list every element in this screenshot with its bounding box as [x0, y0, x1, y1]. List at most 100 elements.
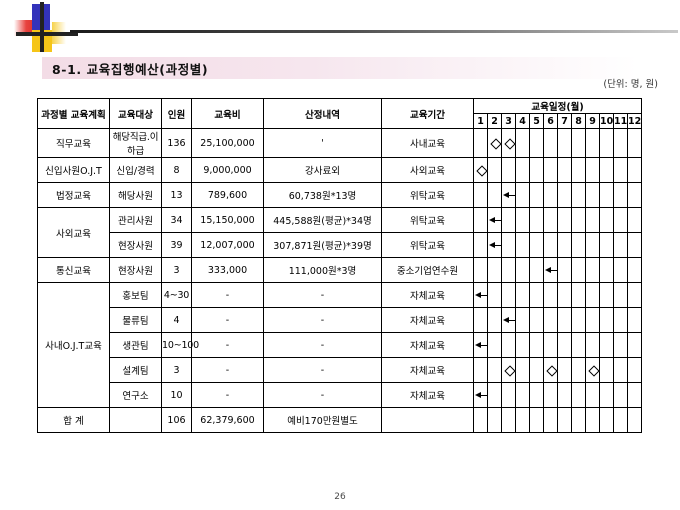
cell-schedule-month-12: [626, 332, 643, 358]
month-header-4: 4: [515, 113, 530, 129]
cell-breakdown: -: [263, 307, 382, 333]
month-header-7: 7: [557, 113, 572, 129]
cell-schedule-month-5: [529, 307, 544, 333]
cell-target: 현장사원: [109, 232, 162, 258]
education-budget-table: 과정별 교육계획 교육대상 인원 교육비 산정내역 교육기간 교육일정(월) 1…: [37, 98, 643, 433]
cell-schedule-month-7: [557, 182, 572, 208]
cell-schedule-month-6: [543, 128, 558, 158]
table-row: 생관팀 10~100- - 자체교육: [38, 332, 643, 358]
cell-schedule-month-1: [473, 157, 488, 183]
cell-total-month-4: [515, 407, 530, 433]
table-body: 직무교육 해당직급.이하급 136 25,100,000 ' 사내교육 신입사원O.J.T 신…: [37, 128, 643, 433]
cell-course: 통신교육: [37, 257, 110, 283]
table-row: 물류팀 4- - 자체교육: [38, 307, 643, 333]
cell-period: 사외교육: [381, 157, 474, 183]
cell-target: 신입/경력: [109, 157, 162, 183]
cell-schedule-month-1: [473, 332, 629, 358]
cell-cost: 9,000,000: [191, 157, 264, 183]
cell-course: 법정교육: [37, 182, 110, 208]
cell-total-month-7: [557, 407, 572, 433]
cell-schedule-month-2: [487, 307, 502, 333]
cell-schedule-month-7: [557, 257, 572, 283]
cell-schedule-month-2: [487, 332, 502, 358]
cell-schedule-month-9: [585, 382, 600, 408]
cell-schedule-month-1: [473, 257, 488, 283]
cell-cost: 12,007,000: [191, 232, 264, 258]
cell-cost: 25,100,000: [191, 128, 264, 158]
table-total-row: 합 계 106 62,379,600 예비170만원별도: [37, 407, 643, 433]
schedule-arrow-left-head-icon: [475, 291, 481, 298]
schedule-diamond-icon: [489, 138, 502, 150]
cell-headcount: 4~30: [161, 282, 192, 308]
cell-schedule-month-8: [571, 207, 586, 233]
logo-vertical-bar: [40, 2, 44, 52]
cell-total-month-1: [473, 407, 488, 433]
cell-schedule-month-12: [626, 128, 643, 158]
cell-schedule-month-5: [529, 232, 544, 258]
cell-schedule-month-2: [487, 282, 502, 308]
cell-schedule-month-1: [473, 207, 488, 233]
cell-schedule-month-3: [501, 257, 516, 283]
cell-schedule-month-12: [626, 232, 643, 258]
cell-schedule-month-1: [473, 382, 629, 408]
cell-total-month-12: [626, 407, 643, 433]
cell-total-period: [381, 407, 474, 433]
cell-total-target: [109, 407, 162, 433]
cell-schedule-month-11: [613, 232, 628, 258]
cell-period: 자체교육: [381, 382, 474, 408]
month-header-8: 8: [571, 113, 586, 129]
table-header-row-2: 1 2 3 4 5 6 7 8 9 10 11 12: [38, 113, 643, 129]
cell-schedule-month-6: [543, 357, 558, 383]
cell-schedule-month-8: [571, 232, 586, 258]
unit-note: (단위: 명, 원): [603, 79, 658, 90]
cell-schedule-month-6: [543, 207, 558, 233]
schedule-diamond-icon: [503, 365, 516, 377]
cell-schedule-month-2: [487, 382, 502, 408]
cell-period: 자체교육: [381, 307, 474, 333]
cell-schedule-month-5: [529, 182, 544, 208]
cell-schedule-month-10: [599, 182, 614, 208]
cell-target: 관리사원: [109, 207, 162, 233]
cell-total-month-3: [501, 407, 516, 433]
cell-headcount: 34: [161, 207, 192, 233]
month-header-2: 2: [487, 113, 502, 129]
cell-schedule-month-4: [515, 157, 530, 183]
cell-schedule-month-7: [557, 232, 572, 258]
slide-title-band: 8-1. 교육집행예산(과정별): [42, 57, 638, 79]
cell-schedule-month-12: [626, 382, 643, 408]
col-header-schedule: 교육일정(월): [472, 98, 643, 114]
cell-schedule-month-6: [543, 232, 558, 258]
cell-schedule-month-4: [515, 282, 530, 308]
cell-schedule-month-4: [515, 207, 530, 233]
cell-schedule-month-11: [613, 307, 628, 333]
cell-cost: -: [191, 307, 264, 333]
cell-target: 생관팀: [109, 332, 162, 358]
cell-schedule-month-11: [613, 207, 628, 233]
cell-schedule-month-4: [515, 232, 530, 258]
cell-schedule-month-4: [515, 357, 530, 383]
month-header-11: 11: [613, 113, 628, 129]
cell-course: 사내O.J.T교육: [37, 282, 110, 408]
cell-schedule-month-3: [501, 282, 516, 308]
cell-schedule-month-12: [626, 282, 643, 308]
cell-total-month-10: [599, 407, 614, 433]
cell-schedule-month-8: [571, 307, 586, 333]
cell-breakdown: -: [263, 357, 382, 383]
cell-schedule-month-8: [571, 257, 586, 283]
cell-headcount: 136: [161, 128, 192, 158]
cell-schedule-month-10: [599, 332, 614, 358]
cell-schedule-month-6: [543, 257, 582, 283]
cell-schedule-month-9: [585, 282, 600, 308]
cell-schedule-month-2: [487, 207, 630, 233]
cell-breakdown: 강사료외: [263, 157, 382, 183]
cell-schedule-month-12: [626, 307, 643, 333]
cell-schedule-month-12: [626, 182, 643, 208]
cell-target: 물류팀: [109, 307, 162, 333]
cell-schedule-month-1: [473, 232, 488, 258]
cell-schedule-month-10: [599, 382, 614, 408]
cell-schedule-month-10: [599, 282, 614, 308]
cell-cost: 333,000: [191, 257, 264, 283]
cell-total-month-2: [487, 407, 502, 433]
schedule-diamond-icon: [587, 365, 600, 377]
cell-schedule-month-4: [515, 257, 530, 283]
